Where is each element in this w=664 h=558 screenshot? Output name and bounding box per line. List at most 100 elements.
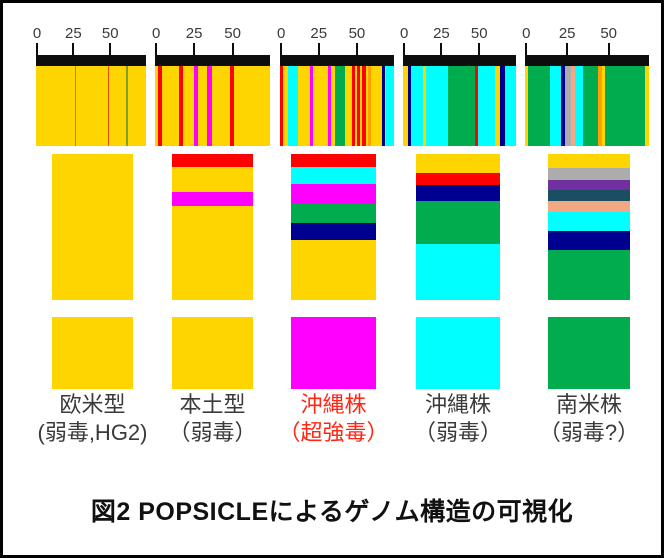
- axis-tick-mark: [403, 43, 406, 56]
- genome-stripe: [179, 66, 184, 146]
- strain-name-label: 欧米型: [59, 392, 126, 417]
- genome-stripe: [601, 66, 605, 146]
- genome-stripe: [598, 66, 602, 146]
- axis-tick-label: 25: [185, 25, 203, 42]
- strain-virulence-label: (弱毒,HG2): [37, 420, 148, 445]
- axis-tick-mark: [566, 43, 569, 56]
- genome-stripe: [356, 66, 360, 146]
- genome-stripe: [207, 66, 212, 146]
- axis-tick-mark: [280, 43, 283, 56]
- stack-segment: [548, 201, 630, 213]
- genome-stripe: [494, 66, 501, 146]
- axis-tick-label: 0: [32, 25, 42, 42]
- strain-virulence-label: （弱毒）: [413, 420, 503, 445]
- genome-stripe: [403, 66, 408, 146]
- strain-virulence-label: （弱毒）: [168, 420, 257, 445]
- genome-track: [280, 66, 394, 146]
- genome-stripe: [407, 66, 412, 146]
- axis-tick-label: 50: [101, 25, 119, 42]
- genome-stripe: [334, 66, 345, 146]
- axis-tick-label: 25: [433, 25, 450, 42]
- axis-tick-label: 0: [399, 25, 409, 42]
- cluster-block: [291, 317, 376, 389]
- axis-tick-mark: [478, 43, 481, 56]
- genome-track: [36, 66, 146, 146]
- stack-segment: [548, 167, 630, 180]
- axis-tick-label: 0: [276, 25, 286, 42]
- axis-tick-label: 50: [224, 25, 241, 42]
- strain-virulence-label: （弱毒?）: [538, 420, 640, 445]
- genome-stripe: [574, 66, 584, 146]
- genome-stripe: [560, 66, 565, 146]
- genome-stripe: [570, 66, 575, 146]
- axis-tick-mark: [440, 43, 443, 56]
- axis-tick-mark: [317, 43, 320, 56]
- cluster-block: [52, 317, 133, 389]
- genome-stripe: [386, 66, 394, 146]
- genome-stripe: [500, 66, 506, 146]
- ancestry-stack: [416, 154, 500, 300]
- genome-stripe: [422, 66, 427, 146]
- genome-track: [525, 66, 649, 146]
- ruler-bar: [36, 55, 146, 66]
- genome-stripe: [327, 66, 331, 146]
- axis-tick-mark: [109, 43, 112, 56]
- genome-stripe: [564, 66, 571, 146]
- stack-segment: [291, 154, 376, 168]
- ruler-bar: [155, 55, 270, 66]
- genome-stripe: [107, 66, 110, 146]
- genome-stripe: [448, 66, 475, 146]
- stack-segment: [52, 154, 133, 300]
- stack-segment: [416, 243, 500, 300]
- axis-tick-mark: [72, 43, 75, 56]
- axis-tick-mark: [607, 43, 610, 56]
- stack-segment: [172, 205, 253, 300]
- stack-segment: [291, 240, 376, 300]
- ruler-bar: [280, 55, 394, 66]
- genome-stripe: [230, 66, 235, 146]
- axis-tick-label: 25: [558, 25, 576, 42]
- genome-stripe: [309, 66, 314, 146]
- stack-segment: [291, 223, 376, 241]
- axis-tick-mark: [355, 43, 358, 56]
- genome-stripe: [193, 66, 199, 146]
- stack-segment: [291, 183, 376, 204]
- stack-segment: [548, 231, 630, 250]
- axis-tick-mark: [155, 43, 158, 56]
- genome-stripe: [474, 66, 479, 146]
- stack-segment: [548, 190, 630, 202]
- genome-stripe: [362, 66, 367, 146]
- stack-segment: [416, 172, 500, 185]
- axis-tick-label: 25: [310, 25, 328, 42]
- genome-track: [155, 66, 270, 146]
- axis-tick-label: 50: [348, 25, 366, 42]
- genome-stripe: [352, 66, 356, 146]
- axis-tick-label: 0: [151, 25, 161, 42]
- genome-stripe: [158, 66, 163, 146]
- stack-segment: [416, 154, 500, 173]
- ancestry-stack: [548, 154, 630, 300]
- genome-stripe: [280, 66, 284, 146]
- cluster-block: [172, 317, 253, 389]
- ancestry-stack: [52, 154, 133, 300]
- genome-stripe: [525, 66, 529, 146]
- genome-stripe: [287, 66, 299, 146]
- strain-name-label: 南米株: [555, 392, 623, 417]
- stack-segment: [416, 200, 500, 244]
- genome-track: [403, 66, 516, 146]
- strain-name-label: 沖縄株: [424, 392, 492, 417]
- strain-virulence-label: （超強毒）: [278, 420, 389, 445]
- ruler-bar: [525, 55, 649, 66]
- stack-segment: [548, 212, 630, 232]
- stack-segment: [172, 154, 253, 168]
- axis-tick-label: 50: [470, 25, 488, 42]
- strain-name-label: 沖縄株: [300, 392, 367, 417]
- genome-stripe: [126, 66, 128, 146]
- axis-tick-label: 0: [522, 25, 531, 42]
- genome-stripe: [368, 66, 371, 146]
- cluster-block: [416, 317, 500, 389]
- strain-name-label: 本土型: [179, 392, 246, 417]
- ancestry-stack: [291, 154, 376, 300]
- axis-tick-label: 50: [600, 25, 618, 42]
